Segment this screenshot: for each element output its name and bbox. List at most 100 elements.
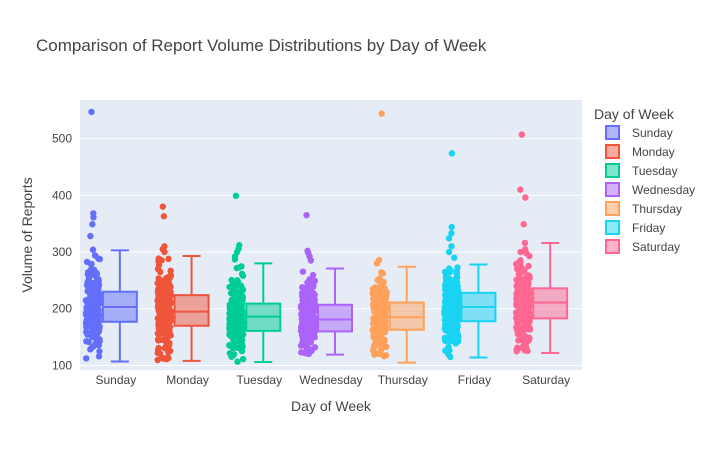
gridlines <box>80 138 582 366</box>
data-point <box>521 347 528 354</box>
box-trace-sunday[interactable] <box>82 108 138 363</box>
data-point <box>165 255 172 263</box>
legend-swatch <box>605 125 620 140</box>
data-point <box>236 290 244 297</box>
data-point <box>515 319 522 327</box>
outlier-point <box>378 110 385 117</box>
outlier-point <box>448 230 455 237</box>
legend-swatch <box>605 220 620 235</box>
data-point <box>300 285 307 292</box>
data-point <box>521 266 528 274</box>
y-tick-label: 100 <box>52 358 72 372</box>
data-point <box>231 324 238 331</box>
legend[interactable]: Sunday Monday Tuesday Wednesday Thursday Frid… <box>605 125 695 254</box>
data-point <box>233 329 240 336</box>
data-point <box>239 313 247 321</box>
data-point <box>93 270 101 277</box>
data-point <box>155 258 162 266</box>
data-point <box>165 276 172 284</box>
outlier-point <box>521 239 529 247</box>
data-point <box>299 306 306 314</box>
data-point <box>237 296 244 304</box>
data-point <box>517 289 524 297</box>
data-point <box>167 267 174 275</box>
data-point <box>161 313 169 321</box>
outlier-point <box>89 246 97 253</box>
data-point <box>377 304 385 311</box>
data-point <box>89 306 96 314</box>
outlier-point <box>160 213 168 220</box>
data-point <box>87 280 95 287</box>
x-tick-label: Sunday <box>96 373 137 387</box>
box-trace-saturday[interactable] <box>512 131 569 355</box>
legend-item-friday[interactable]: Friday <box>605 220 665 235</box>
data-point <box>84 321 92 328</box>
legend-item-sunday[interactable]: Sunday <box>605 125 673 140</box>
box-trace-thursday[interactable] <box>369 110 425 364</box>
outlier-point <box>448 243 455 250</box>
box-iqr <box>173 294 210 327</box>
box-trace-tuesday[interactable] <box>226 192 282 365</box>
legend-label: Sunday <box>632 126 673 140</box>
data-point <box>441 268 449 276</box>
box-trace-friday[interactable] <box>441 150 497 361</box>
data-point <box>377 344 385 352</box>
data-point <box>304 329 312 336</box>
data-point <box>237 324 245 332</box>
data-point <box>371 304 379 312</box>
data-point <box>309 301 317 308</box>
data-point <box>230 351 238 358</box>
data-point <box>311 334 318 341</box>
data-point <box>239 355 247 363</box>
data-point <box>82 309 90 317</box>
outlier-point <box>231 256 239 263</box>
data-point <box>445 343 452 351</box>
box-trace-monday[interactable] <box>154 203 210 364</box>
box-traces <box>82 108 569 365</box>
data-point <box>452 277 459 284</box>
data-point <box>83 303 90 311</box>
data-point <box>514 281 521 288</box>
outlier-point <box>448 223 455 231</box>
data-point <box>227 289 235 297</box>
legend-label: Saturday <box>632 240 680 254</box>
data-point <box>448 323 456 331</box>
legend-item-tuesday[interactable]: Tuesday <box>605 163 678 178</box>
data-point <box>226 317 233 324</box>
y-tick-label: 400 <box>52 188 72 202</box>
data-point <box>238 263 245 270</box>
data-point <box>226 331 233 338</box>
data-point <box>233 344 241 351</box>
data-point <box>156 284 164 291</box>
data-point <box>302 344 310 351</box>
y-tick-label: 300 <box>52 245 72 259</box>
legend-item-saturday[interactable]: Saturday <box>605 239 680 254</box>
data-point <box>95 281 102 288</box>
outlier-point <box>520 221 527 228</box>
box-trace-wednesday[interactable] <box>297 211 353 358</box>
data-point <box>446 286 453 294</box>
data-point <box>83 355 90 362</box>
legend-item-thursday[interactable]: Thursday <box>605 201 682 216</box>
data-point <box>227 312 234 319</box>
data-point <box>442 337 449 345</box>
chart-title: Comparison of Report Volume Distribution… <box>36 36 487 55</box>
legend-item-wednesday[interactable]: Wednesday <box>605 182 695 197</box>
data-point <box>161 300 168 308</box>
x-axis-title: Day of Week <box>291 398 372 414</box>
data-point <box>83 328 90 336</box>
data-point <box>231 337 239 345</box>
data-point <box>84 271 92 278</box>
legend-swatch <box>605 163 620 178</box>
data-point <box>302 311 309 319</box>
legend-title: Day of Week <box>594 106 675 122</box>
data-point <box>371 340 379 348</box>
outlier-point <box>87 232 94 240</box>
data-point <box>91 252 99 259</box>
legend-label: Friday <box>632 221 665 235</box>
outlier-point <box>445 235 453 242</box>
data-point <box>453 269 460 277</box>
legend-item-monday[interactable]: Monday <box>605 144 675 159</box>
data-point <box>377 277 384 284</box>
data-point <box>523 283 531 291</box>
